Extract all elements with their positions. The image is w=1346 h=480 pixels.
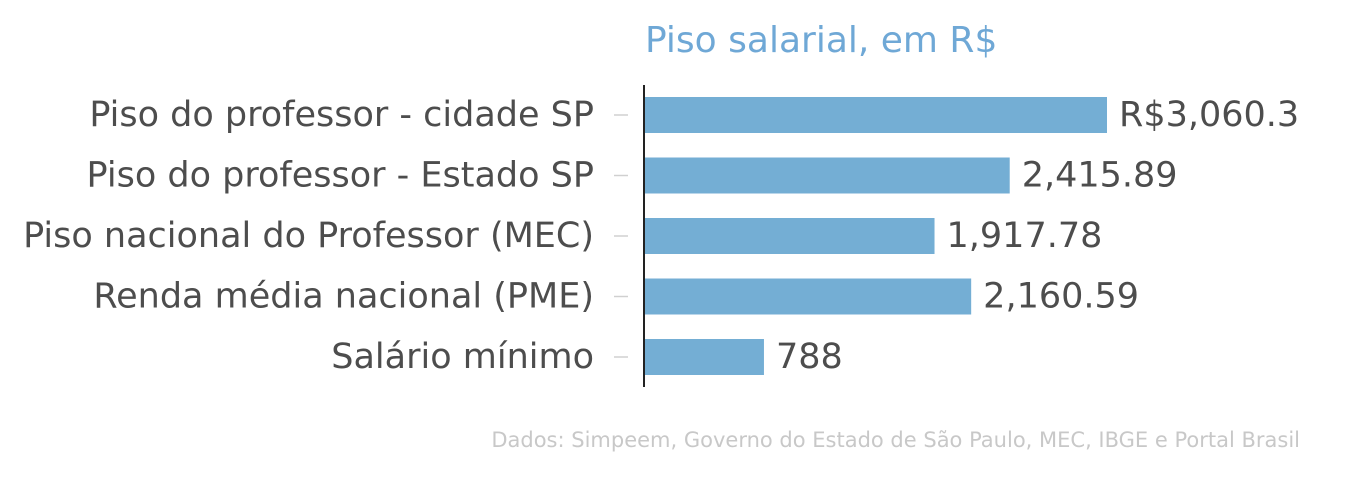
chart-title: Piso salarial, em R$ (645, 20, 998, 61)
bar (645, 339, 764, 375)
bar (645, 218, 935, 254)
category-label: Salário mínimo (331, 337, 594, 377)
value-label: R$3,060.3 (1119, 95, 1299, 135)
category-label: Piso do professor - Estado SP (87, 156, 594, 196)
bar (645, 157, 1010, 194)
source-note: Dados: Simpeem, Governo do Estado de São… (491, 428, 1300, 452)
category-label: Piso do professor - cidade SP (89, 95, 594, 135)
value-label: 2,415.89 (1022, 156, 1178, 196)
value-label: 2,160.59 (983, 277, 1139, 317)
value-label: 788 (776, 337, 843, 377)
bar (645, 97, 1107, 133)
category-label: Renda média nacional (PME) (93, 277, 594, 317)
category-label: Piso nacional do Professor (MEC) (23, 216, 594, 256)
value-label: 1,917.78 (947, 216, 1103, 256)
bar (645, 278, 972, 315)
